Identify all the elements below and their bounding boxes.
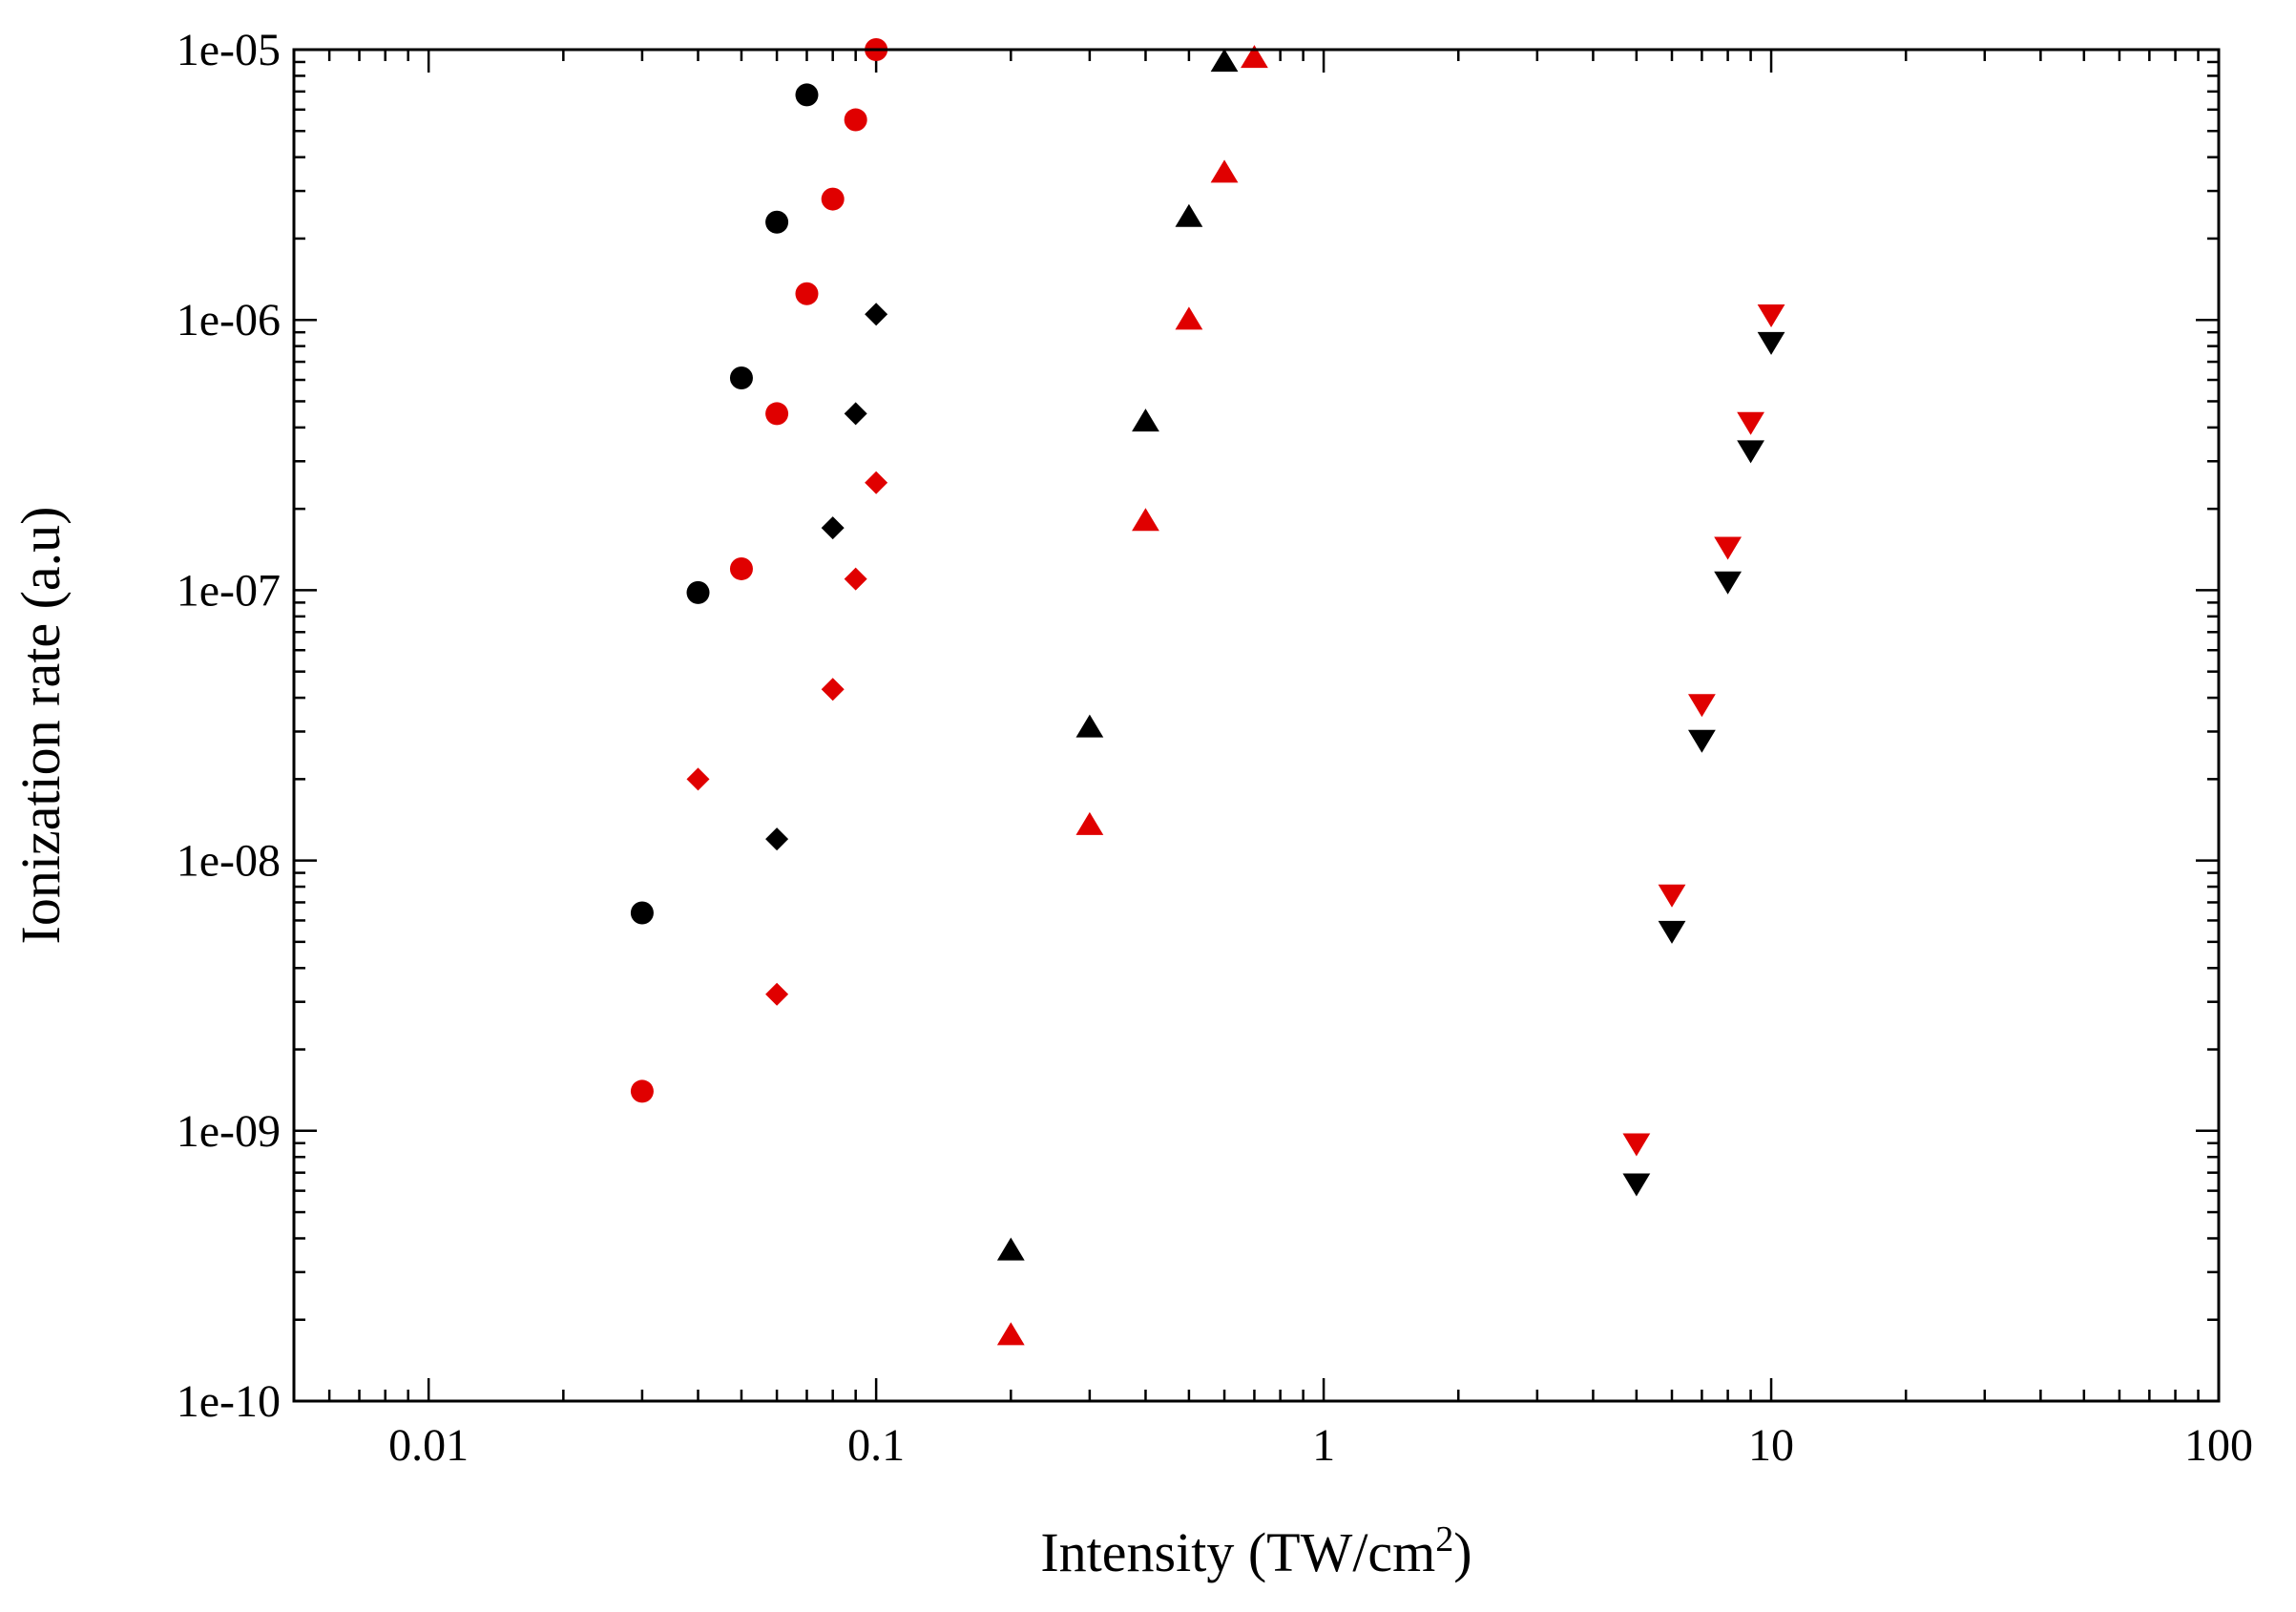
red-diamonds-point <box>821 678 845 701</box>
red-up-triangles-point <box>1075 811 1104 835</box>
black-down-triangles-point <box>1658 920 1686 944</box>
red-diamonds-point <box>765 982 789 1006</box>
x-axis-title-main: Intensity (TW/cm <box>1040 1521 1435 1583</box>
x-tick-label: 100 <box>2184 1420 2253 1471</box>
x-axis-title-end: ) <box>1453 1521 1472 1583</box>
black-diamonds-point <box>821 516 845 540</box>
black-diamonds-point <box>765 827 789 851</box>
data-points <box>630 38 1785 1346</box>
black-down-triangles-point <box>1622 1173 1651 1197</box>
red-up-triangles-point <box>1132 508 1159 532</box>
y-axis-title: Ionization rate (a.u) <box>10 507 72 945</box>
x-axis-title-superscript: 2 <box>1435 1519 1453 1560</box>
y-tick-label: 1e-09 <box>177 1106 281 1157</box>
black-circles-point <box>795 83 819 107</box>
red-circles-point <box>844 108 867 132</box>
red-down-triangles-point <box>1622 1133 1651 1157</box>
red-up-triangles-point <box>1210 159 1239 183</box>
red-circles-point <box>821 187 845 211</box>
red-up-triangles-point <box>1175 306 1203 330</box>
red-down-triangles-point <box>1688 694 1716 718</box>
red-down-triangles-point <box>1714 536 1742 560</box>
red-diamonds-point <box>865 471 888 494</box>
black-down-triangles-point <box>1737 440 1764 464</box>
red-circles-point <box>765 402 789 426</box>
red-circles-point <box>795 282 819 305</box>
black-down-triangles-point <box>1757 331 1785 355</box>
y-tick-label: 1e-10 <box>177 1376 281 1427</box>
red-down-triangles-point <box>1737 411 1764 435</box>
x-tick-label: 0.01 <box>388 1420 469 1471</box>
red-down-triangles-point <box>1658 884 1686 908</box>
red-diamonds-point <box>686 767 710 791</box>
black-circles-point <box>686 580 710 604</box>
black-up-triangles-point <box>996 1237 1025 1261</box>
black-circles-point <box>729 366 753 389</box>
y-tick-label: 1e-06 <box>177 295 281 345</box>
y-tick-label: 1e-08 <box>177 836 281 887</box>
red-circles-point <box>729 556 753 580</box>
x-tick-label: 1 <box>1312 1420 1335 1471</box>
black-down-triangles-point <box>1688 729 1716 753</box>
axis-tick-labels: 0.01 0.1 1 10 100 1e-10 1e-09 1e-08 1e-07 1e-06 1e… <box>177 25 2253 1471</box>
black-diamonds-point <box>865 303 888 326</box>
red-circles-point <box>630 1079 654 1103</box>
y-tick-label: 1e-07 <box>177 565 281 616</box>
black-diamonds-point <box>844 402 867 426</box>
black-circles-point <box>765 210 789 234</box>
red-diamonds-point <box>844 567 867 591</box>
x-tick-label: 0.1 <box>847 1420 905 1471</box>
black-up-triangles-point <box>1132 408 1159 432</box>
black-up-triangles-point <box>1075 714 1104 738</box>
red-down-triangles-point <box>1757 304 1785 327</box>
x-tick-label: 10 <box>1748 1420 1794 1471</box>
black-up-triangles-point <box>1210 49 1239 73</box>
black-up-triangles-point <box>1175 203 1203 227</box>
red-up-triangles-point <box>996 1322 1025 1346</box>
axis-ticks <box>292 48 2221 1403</box>
black-circles-point <box>630 901 654 925</box>
x-axis-title: Intensity (TW/cm2) <box>1040 1519 1472 1583</box>
plot-frame <box>292 48 2221 1403</box>
red-up-triangles-point <box>1241 45 1268 69</box>
black-down-triangles-point <box>1714 571 1742 595</box>
y-tick-label: 1e-05 <box>177 25 281 75</box>
